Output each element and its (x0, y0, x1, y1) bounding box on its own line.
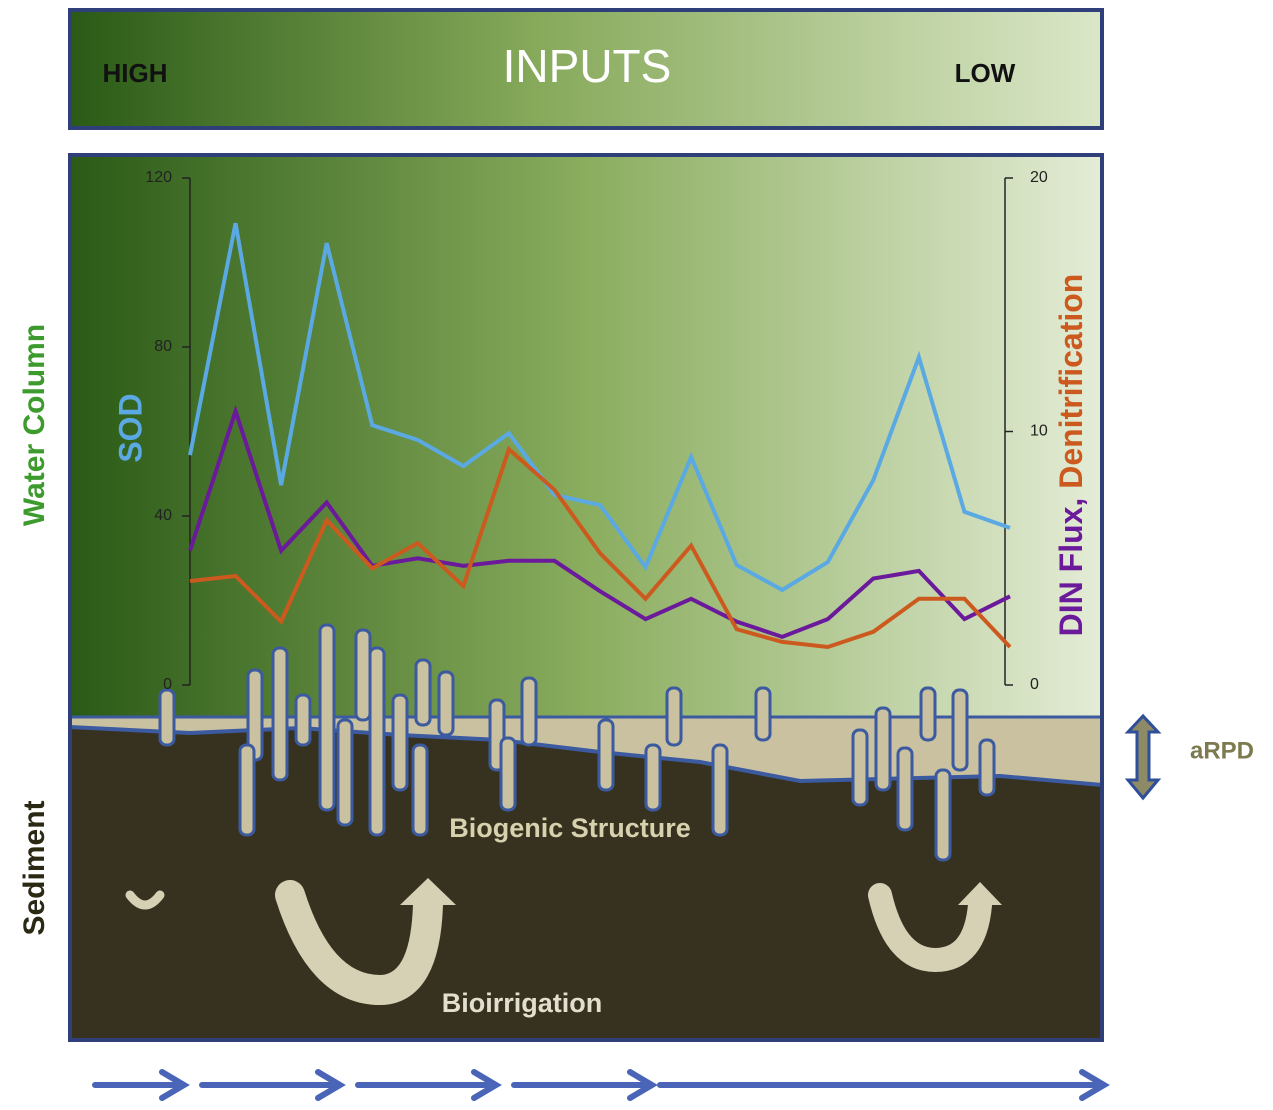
arpd-arrow (1128, 716, 1158, 798)
y-tick-label: 120 (145, 169, 172, 186)
arrow (95, 1072, 184, 1098)
water-column-label: Water Column (18, 324, 51, 526)
water-column-bg (70, 155, 1102, 717)
y-axis-label: SOD (112, 393, 148, 462)
burrow (522, 678, 536, 745)
burrow (320, 625, 334, 810)
burrow (501, 738, 515, 810)
bottom-arrows (95, 1072, 1104, 1098)
biogenic-structure-label: Biogenic Structure (449, 813, 691, 843)
burrow (296, 695, 310, 745)
burrow (980, 740, 994, 795)
burrow (370, 648, 384, 835)
burrow (240, 745, 254, 835)
burrow (921, 688, 935, 740)
burrow (338, 720, 352, 825)
y2-axis-label: DIN Flux, Denitrification (1053, 274, 1089, 637)
burrow (599, 720, 613, 790)
arrow (202, 1072, 340, 1098)
burrow (713, 745, 727, 835)
y2-label-denit: Denitrification (1053, 274, 1089, 489)
arrow (514, 1072, 652, 1098)
burrow (646, 745, 660, 810)
inputs-title: INPUTS (503, 40, 672, 92)
burrow (413, 745, 427, 835)
burrow (439, 672, 453, 735)
arrow (660, 1072, 1104, 1098)
burrow (273, 648, 287, 780)
arrow (358, 1072, 496, 1098)
high-label: HIGH (103, 58, 168, 88)
burrow (936, 770, 950, 860)
y-tick-label: 80 (154, 338, 172, 355)
y2-tick-label: 0 (1030, 676, 1039, 693)
burrow (898, 748, 912, 830)
y2-label-din: DIN Flux, (1053, 498, 1089, 637)
y-tick-label: 0 (163, 676, 172, 693)
burrow (853, 730, 867, 805)
burrow (953, 690, 967, 770)
arpd-label: aRPD (1190, 737, 1254, 764)
sediment-label: Sediment (18, 800, 51, 935)
low-label: LOW (955, 58, 1016, 88)
burrow (876, 708, 890, 790)
burrow (416, 660, 430, 725)
y2-tick-label: 20 (1030, 169, 1048, 186)
y2-tick-label: 10 (1030, 423, 1048, 440)
y-tick-label: 40 (154, 507, 172, 524)
burrow (393, 695, 407, 790)
burrow (356, 630, 370, 720)
diagram: HIGH INPUTS LOW Biogenic Structure Bioir… (0, 0, 1273, 1110)
bioirrigation-label: Bioirrigation (442, 988, 603, 1018)
burrow (756, 688, 770, 740)
burrow (667, 688, 681, 745)
burrow (160, 690, 174, 745)
